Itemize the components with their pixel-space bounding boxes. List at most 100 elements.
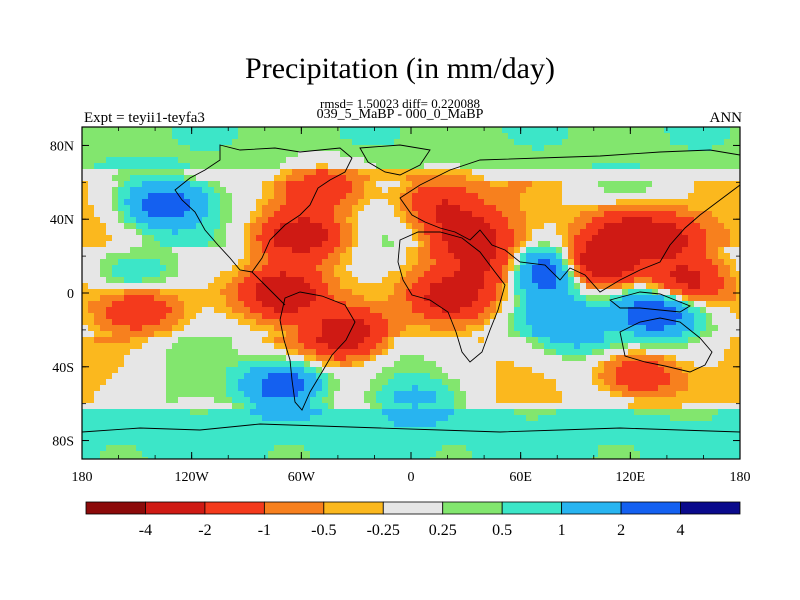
field-cell	[88, 271, 95, 278]
field-cell	[466, 193, 473, 200]
field-cell	[526, 265, 533, 272]
field-cell	[142, 301, 149, 308]
field-cell	[226, 169, 233, 176]
field-cell	[376, 295, 383, 302]
field-cell	[262, 337, 269, 344]
field-cell	[172, 379, 179, 386]
field-cell	[124, 205, 131, 212]
field-cell	[376, 277, 383, 284]
field-cell	[310, 289, 317, 296]
field-cell	[94, 217, 101, 224]
field-cell	[412, 145, 419, 152]
field-cell	[256, 133, 263, 140]
field-cell	[148, 163, 155, 170]
field-cell	[628, 145, 635, 152]
field-cell	[628, 367, 635, 374]
field-cell	[562, 187, 569, 194]
field-cell	[460, 139, 467, 146]
field-cell	[574, 169, 581, 176]
field-cell	[148, 325, 155, 332]
field-cell	[454, 349, 461, 356]
field-cell	[676, 139, 683, 146]
field-cell	[694, 331, 701, 338]
field-cell	[166, 145, 173, 152]
field-cell	[430, 163, 437, 170]
field-cell	[694, 193, 701, 200]
field-cell	[352, 301, 359, 308]
field-cell	[562, 343, 569, 350]
field-cell	[556, 259, 563, 266]
field-cell	[184, 169, 191, 176]
field-cell	[244, 313, 251, 320]
field-cell	[472, 385, 479, 392]
field-cell	[604, 265, 611, 272]
field-cell	[646, 205, 653, 212]
field-cell	[244, 367, 251, 374]
field-cell	[142, 265, 149, 272]
field-cell	[346, 133, 353, 140]
field-cell	[496, 373, 503, 380]
field-cell	[442, 163, 449, 170]
field-cell	[406, 277, 413, 284]
field-cell	[208, 373, 215, 380]
field-cell	[238, 133, 245, 140]
field-cell	[328, 337, 335, 344]
field-cell	[634, 259, 641, 266]
field-cell	[370, 187, 377, 194]
field-cell	[430, 313, 437, 320]
field-cell	[142, 325, 149, 332]
field-cell	[358, 235, 365, 242]
field-cell	[556, 283, 563, 290]
field-cell	[514, 265, 521, 272]
field-cell	[532, 199, 539, 206]
field-cell	[298, 187, 305, 194]
field-cell	[202, 379, 209, 386]
field-cell	[250, 295, 257, 302]
field-cell	[286, 169, 293, 176]
field-cell	[520, 331, 527, 338]
field-cell	[388, 373, 395, 380]
field-cell	[106, 265, 113, 272]
field-cell	[136, 205, 143, 212]
field-cell	[232, 175, 239, 182]
field-cell	[220, 211, 227, 218]
field-cell	[424, 145, 431, 152]
field-cell	[418, 277, 425, 284]
field-cell	[370, 379, 377, 386]
field-cell	[466, 157, 473, 164]
field-cell	[196, 187, 203, 194]
field-cell	[616, 229, 623, 236]
field-cell	[208, 331, 215, 338]
field-cell	[430, 181, 437, 188]
field-cell	[190, 127, 197, 134]
field-cell	[340, 355, 347, 362]
field-cell	[460, 259, 467, 266]
field-cell	[280, 217, 287, 224]
field-cell	[178, 235, 185, 242]
field-cell	[136, 163, 143, 170]
field-cell	[424, 199, 431, 206]
field-cell	[724, 277, 731, 284]
field-cell	[592, 205, 599, 212]
field-cell	[460, 253, 467, 260]
field-cell	[604, 301, 611, 308]
field-cell	[628, 325, 635, 332]
field-cell	[700, 349, 707, 356]
field-cell	[442, 151, 449, 158]
field-cell	[154, 295, 161, 302]
field-cell	[256, 385, 263, 392]
field-cell	[124, 259, 131, 266]
field-cell	[190, 133, 197, 140]
field-cell	[538, 169, 545, 176]
field-cell	[454, 367, 461, 374]
field-cell	[382, 277, 389, 284]
field-cell	[298, 295, 305, 302]
field-cell	[448, 361, 455, 368]
field-cell	[256, 157, 263, 164]
field-cell	[424, 301, 431, 308]
field-cell	[418, 325, 425, 332]
field-cell	[424, 223, 431, 230]
field-cell	[130, 187, 137, 194]
field-cell	[496, 295, 503, 302]
field-cell	[238, 301, 245, 308]
